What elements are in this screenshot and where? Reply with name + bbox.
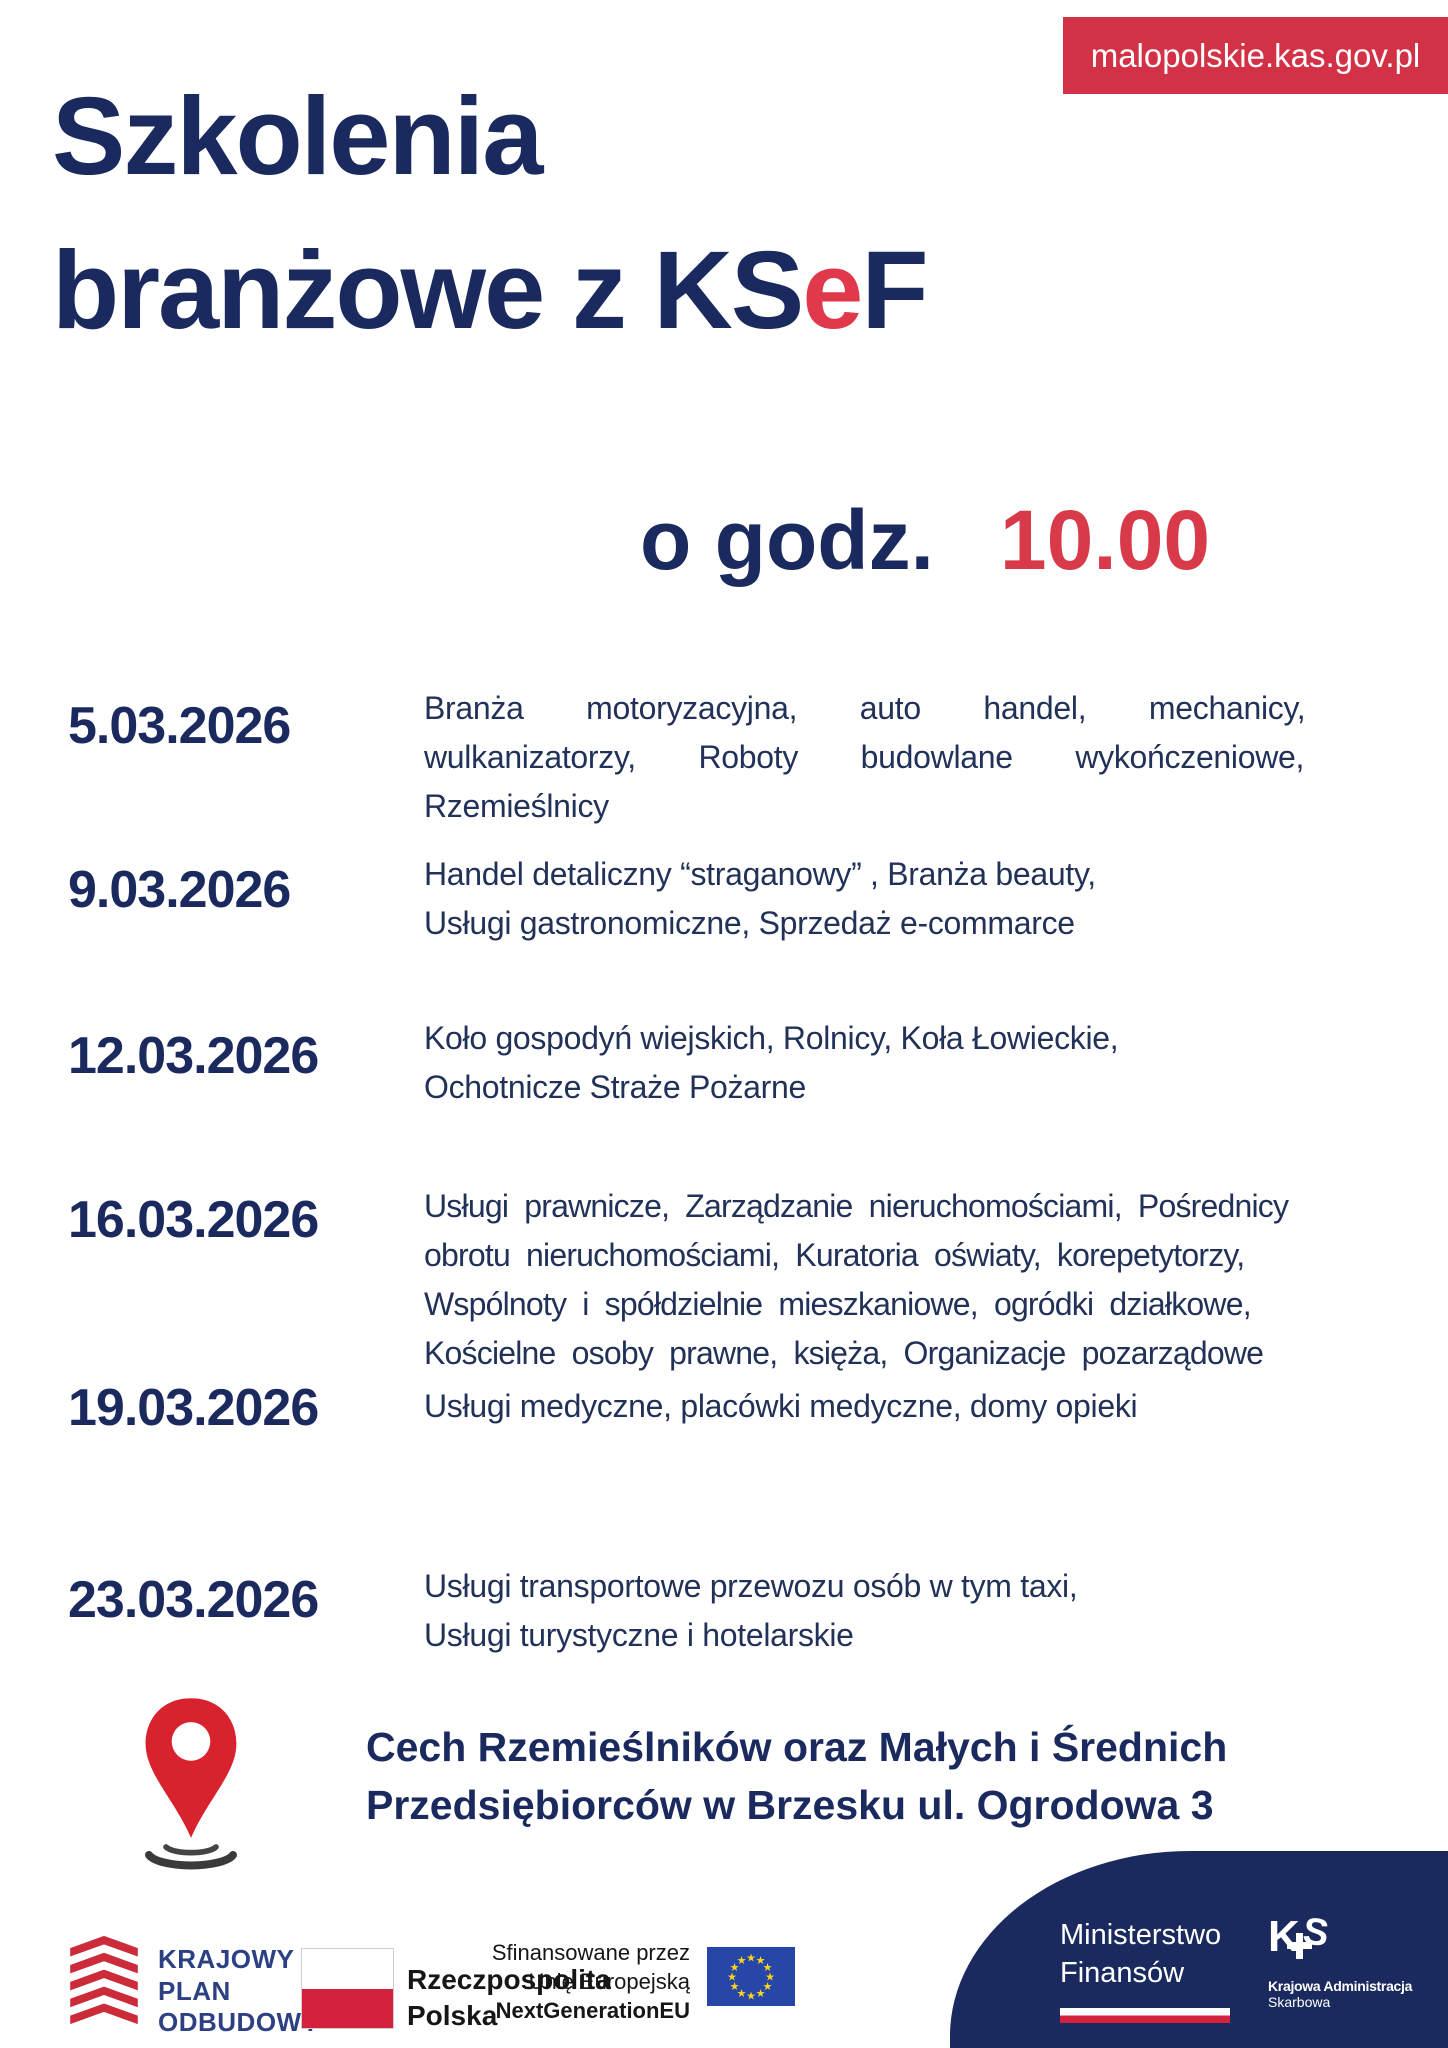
ministry-of-finance-logo: Ministerstwo Finansów [1060,1917,1230,2024]
svg-text:★: ★ [763,1980,773,1993]
svg-text:★: ★ [737,1987,747,2000]
location-pin-icon [134,1696,248,1877]
schedule-date: 16.03.2026 [68,1191,319,1249]
kas-logo: K S Krajowa Administracja Skarbowa [1268,1909,1413,2010]
schedule-description: Usługi transportowe przewozu osób w tym … [424,1568,1078,1653]
eu-flag-icon: ★ ★ ★ ★ ★ ★ ★ ★ ★ ★ ★ ★ [707,1947,795,2011]
schedule-date: 9.03.2026 [68,861,291,919]
mf-flag-stripe [1060,2008,1230,2024]
time-value: 10.00 [999,493,1211,587]
ksef-accent-letter: e [802,229,863,352]
schedule-date: 23.03.2026 [68,1571,319,1629]
schedule-description: Usługi medyczne, placówki medyczne, domy… [424,1388,1138,1424]
svg-text:★: ★ [746,1952,756,1965]
svg-text:★: ★ [730,1961,740,1974]
location-text: Cech Rzemieślników oraz Małych i Średnic… [366,1718,1227,1834]
republic-of-poland-label: Rzeczpospolita Polska [407,1964,611,2032]
schedule-description: Usługi prawnicze, Zarządzanie nieruchomo… [424,1188,1289,1371]
ministry-footer-panel: Ministerstwo Finansów K S Krajowa Admini… [950,1851,1448,2048]
location-line2: Przedsiębiorców w Brzesku ul. Ogrodowa 3 [366,1782,1214,1828]
kpo-logo-icon [60,1934,148,2031]
schedule-date: 12.03.2026 [68,1027,319,1085]
svg-text:★: ★ [756,1987,766,2000]
location-line1: Cech Rzemieślników oraz Małych i Średnic… [366,1724,1228,1770]
svg-text:★: ★ [730,1980,740,1993]
schedule-date: 5.03.2026 [68,697,291,755]
svg-text:★: ★ [727,1971,737,1984]
schedule-description: Branża motoryzacyjna, auto handel, mecha… [424,690,1306,824]
time-line: o godz. 10.00 [640,492,1210,589]
svg-text:★: ★ [756,1954,766,1967]
kas-logo-icon: K S [1268,1909,1412,1968]
schedule-description: Handel detaliczny “straganowy” , Branża … [424,856,1096,941]
polish-flag-icon [301,1948,394,2029]
svg-text:★: ★ [765,1971,775,1984]
schedule-description: Koło gospodyń wiejskich, Rolnicy, Koła Ł… [424,1020,1119,1105]
website-badge: malopolskie.kas.gov.pl [1063,17,1448,94]
svg-text:★: ★ [737,1954,747,1967]
eu-funding-label: Sfinansowane przez Unię Europejską NextG… [491,1940,690,2024]
svg-text:★: ★ [746,1990,756,2003]
title-line2: branżowe z KSeF [52,229,929,352]
title-line1: Szkolenia [52,75,543,198]
website-url: malopolskie.kas.gov.pl [1090,36,1421,74]
svg-text:★: ★ [763,1961,773,1974]
svg-text:K: K [1268,1912,1300,1961]
page-title: Szkolenia branżowe z KSeF [52,60,929,368]
kpo-logo-text: KRAJOWY PLAN ODBUDOWY [158,1944,320,2038]
time-label: o godz. [640,493,934,587]
schedule-date: 19.03.2026 [68,1379,319,1437]
